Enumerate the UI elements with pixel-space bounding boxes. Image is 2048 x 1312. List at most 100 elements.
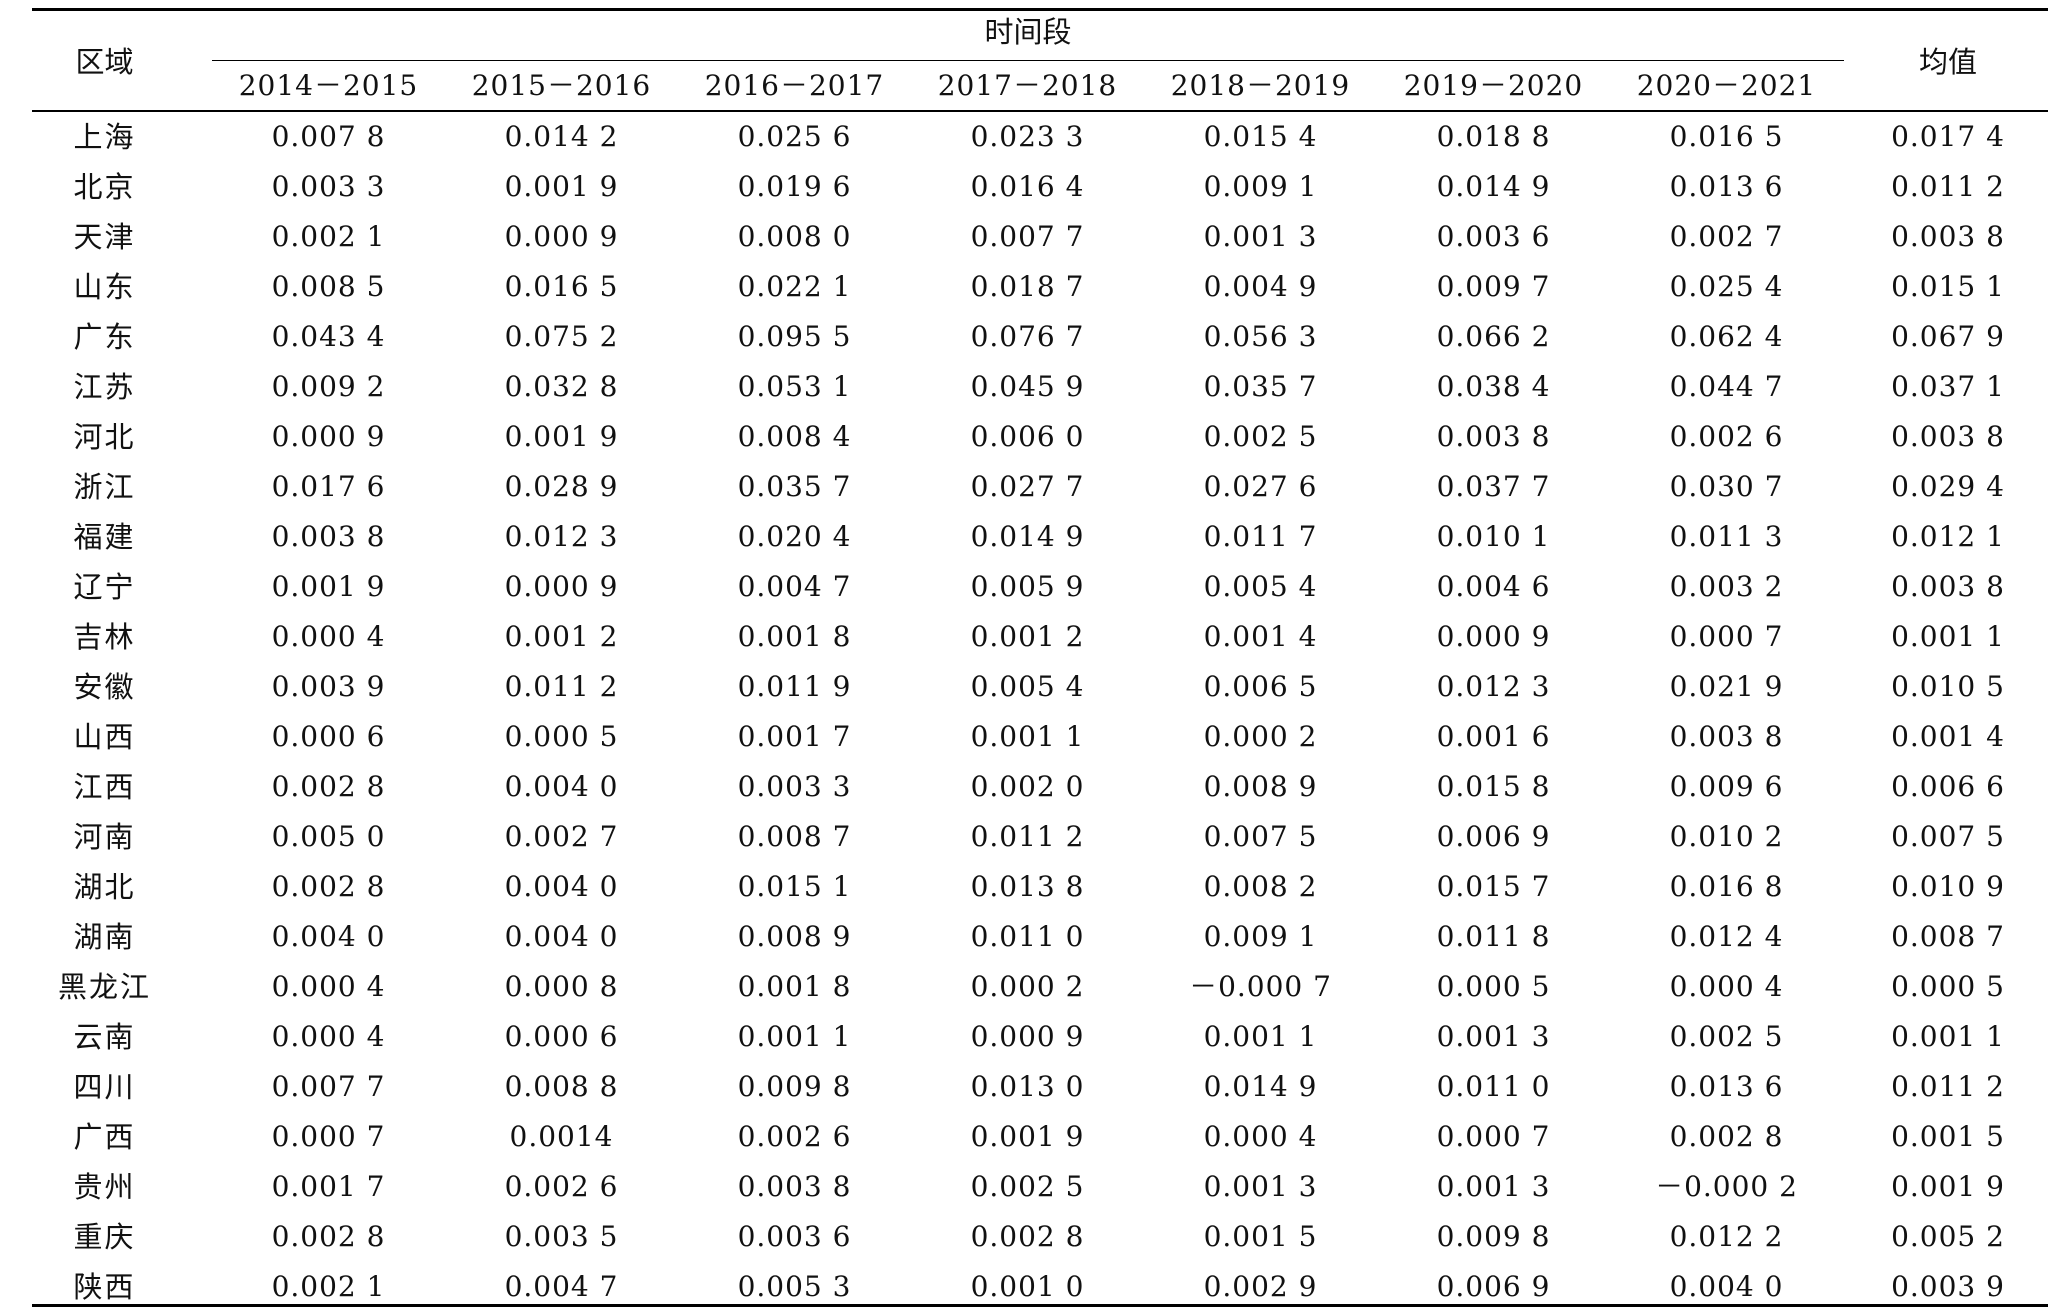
period-underline-rule (212, 60, 1844, 61)
value-cell: 0.001 9 (504, 420, 619, 453)
table-row: 天津 0.002 1 0.000 9 0.008 0 0.007 7 0.001 3 0.0… (32, 212, 2048, 262)
value-cell: 0.001 7 (271, 1170, 386, 1203)
header-mean: 均值 (1918, 45, 1977, 79)
value-cell: 0.003 8 (1669, 720, 1784, 753)
value-cell: 0.002 8 (1669, 1120, 1784, 1153)
value-cell: 0.013 6 (1669, 170, 1784, 203)
region-cell: 广东 (73, 320, 136, 354)
value-cell: 0.006 0 (970, 420, 1085, 453)
value-cell: 0.018 8 (1436, 120, 1551, 153)
value-cell: 0.017 6 (271, 470, 386, 503)
mean-cell: 0.012 1 (1891, 520, 2005, 553)
value-cell: 0.027 6 (1203, 470, 1318, 503)
value-cell: 0.012 3 (1436, 670, 1551, 703)
value-cell: 0.016 4 (970, 170, 1085, 203)
region-cell: 江西 (73, 770, 136, 804)
region-cell: 云南 (73, 1020, 136, 1054)
region-cell: 贵州 (73, 1170, 136, 1204)
region-cell: 吉林 (73, 620, 136, 654)
value-cell: 0.003 8 (737, 1170, 852, 1203)
table-row: 北京 0.003 3 0.001 9 0.019 6 0.016 4 0.009 1 0.0… (32, 162, 2048, 212)
value-cell: 0.035 7 (1203, 370, 1318, 403)
value-cell: 0.001 2 (970, 620, 1085, 653)
value-cell: 0.000 9 (504, 570, 619, 603)
table-row: 山西 0.000 6 0.000 5 0.001 7 0.001 1 0.000 2 0.0… (32, 712, 2048, 762)
mean-cell: 0.001 1 (1891, 620, 2005, 653)
value-cell: 0.001 3 (1436, 1020, 1551, 1053)
value-cell: 0.002 8 (271, 1220, 386, 1253)
table-row: 贵州 0.001 7 0.002 6 0.003 8 0.002 5 0.001 3 0.0… (32, 1162, 2048, 1212)
value-cell: 0.002 7 (1669, 220, 1784, 253)
value-cell: 0.001 8 (737, 970, 852, 1003)
mean-cell: 0.001 1 (1891, 1020, 2005, 1053)
mean-cell: 0.008 7 (1891, 920, 2005, 953)
mean-cell: 0.005 2 (1891, 1220, 2005, 1253)
mean-cell: 0.001 4 (1891, 720, 2005, 753)
table-top-rule (32, 8, 2048, 11)
value-cell: 0.004 9 (1203, 270, 1318, 303)
value-cell: 0.010 1 (1436, 520, 1551, 553)
value-cell: 0.022 1 (737, 270, 852, 303)
value-cell: 0.009 2 (271, 370, 386, 403)
mean-cell: 0.017 4 (1891, 120, 2005, 153)
value-cell: 0.009 8 (1436, 1220, 1551, 1253)
value-cell: 0.062 4 (1669, 320, 1784, 353)
value-cell: 0.000 7 (271, 1120, 386, 1153)
value-cell: 0.002 6 (504, 1170, 619, 1203)
value-cell: 0.004 0 (1669, 1270, 1784, 1303)
value-cell: 0.004 6 (1436, 570, 1551, 603)
value-cell: －0.000 2 (1655, 1170, 1798, 1203)
mean-cell: 0.067 9 (1891, 320, 2005, 353)
value-cell: 0.003 9 (271, 670, 386, 703)
value-cell: 0.016 8 (1669, 870, 1784, 903)
value-cell: 0.000 4 (271, 1020, 386, 1053)
value-cell: 0.013 0 (970, 1070, 1085, 1103)
mean-cell: 0.003 8 (1891, 220, 2005, 253)
region-cell: 河北 (73, 420, 136, 454)
value-cell: 0.001 2 (504, 620, 619, 653)
value-cell: 0.009 6 (1669, 770, 1784, 803)
header-year-2: 2015－2016 (471, 69, 652, 102)
table-bottom-rule (32, 1304, 2048, 1307)
value-cell: 0.095 5 (737, 320, 852, 353)
value-cell: 0.023 3 (970, 120, 1085, 153)
value-cell: 0.035 7 (737, 470, 852, 503)
table-body: 上海 0.007 8 0.014 2 0.025 6 0.023 3 0.015 4 0.0… (32, 112, 2048, 1312)
value-cell: 0.021 9 (1669, 670, 1784, 703)
region-cell: 黑龙江 (57, 970, 151, 1004)
value-cell: 0.004 0 (504, 920, 619, 953)
value-cell: 0.000 4 (1203, 1120, 1318, 1153)
value-cell: 0.001 3 (1203, 220, 1318, 253)
value-cell: 0.011 2 (970, 820, 1085, 853)
value-cell: 0.000 8 (504, 970, 619, 1003)
region-cell: 山西 (73, 720, 136, 754)
value-cell: 0.003 2 (1669, 570, 1784, 603)
header-region: 区域 (75, 45, 134, 79)
value-cell: 0.011 7 (1203, 520, 1318, 553)
region-cell: 江苏 (73, 370, 136, 404)
mean-cell: 0.003 8 (1891, 420, 2005, 453)
region-cell: 浙江 (73, 470, 136, 504)
value-cell: 0.006 9 (1436, 1270, 1551, 1303)
value-cell: 0.005 3 (737, 1270, 852, 1303)
value-cell: 0.000 9 (970, 1020, 1085, 1053)
value-cell: 0.000 5 (1436, 970, 1551, 1003)
value-cell: 0.001 9 (504, 170, 619, 203)
value-cell: 0.016 5 (1669, 120, 1784, 153)
value-cell: 0.009 1 (1203, 170, 1318, 203)
mean-cell: 0.029 4 (1891, 470, 2005, 503)
value-cell: 0.008 9 (737, 920, 852, 953)
mean-cell: 0.011 2 (1891, 170, 2005, 203)
value-cell: 0.003 3 (271, 170, 386, 203)
value-cell: 0.003 8 (271, 520, 386, 553)
mean-cell: 0.007 5 (1891, 820, 2005, 853)
value-cell: 0.000 2 (970, 970, 1085, 1003)
value-cell: 0.012 3 (504, 520, 619, 553)
value-cell: 0.011 3 (1669, 520, 1784, 553)
region-cell: 辽宁 (73, 570, 136, 604)
region-cell: 山东 (73, 270, 136, 304)
region-cell: 湖北 (73, 870, 136, 904)
value-cell: －0.000 7 (1189, 970, 1332, 1003)
value-cell: 0.045 9 (970, 370, 1085, 403)
table-row: 湖南 0.004 0 0.004 0 0.008 9 0.011 0 0.009 1 0.0… (32, 912, 2048, 962)
